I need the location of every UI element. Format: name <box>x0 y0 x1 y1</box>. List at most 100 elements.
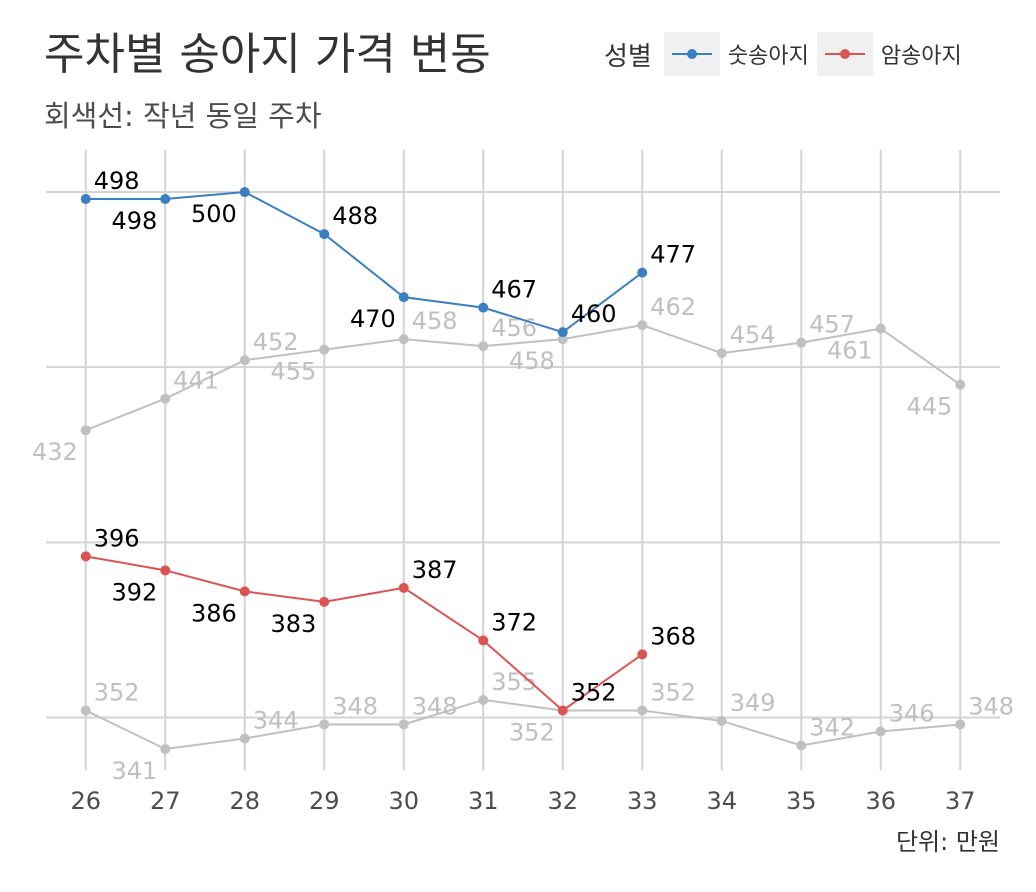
series-line-female <box>85 555 643 712</box>
data-point-last-year-upper <box>875 323 886 334</box>
data-label-male: 488 <box>332 202 378 230</box>
data-point-female <box>478 635 489 646</box>
data-point-last-year-upper <box>398 334 409 345</box>
data-label-last-year-lower: 341 <box>111 757 157 785</box>
data-point-female <box>637 649 648 660</box>
data-point-last-year-lower <box>319 719 330 730</box>
data-point-last-year-lower <box>239 733 250 744</box>
series-female: 396 392 386 383 387 372 352 368 <box>80 524 696 716</box>
data-point-last-year-upper <box>160 393 171 404</box>
data-label-female: 383 <box>270 610 316 638</box>
data-label-last-year-upper: 458 <box>509 347 555 375</box>
data-label-last-year-upper: 455 <box>270 358 316 386</box>
series-line-last-year-lower <box>85 698 961 751</box>
legend-line-female-icon <box>824 49 865 59</box>
data-label-last-year-upper: 462 <box>650 293 696 321</box>
x-tick-label: 32 <box>547 787 578 815</box>
series-line-male <box>85 191 643 334</box>
data-point-last-year-upper <box>716 348 727 359</box>
data-point-female <box>557 705 568 716</box>
data-point-male <box>239 187 250 198</box>
data-point-female <box>398 582 409 593</box>
data-label-last-year-lower: 344 <box>253 706 299 734</box>
legend-label-female: 암송아지 <box>880 44 962 69</box>
grid <box>46 150 1000 770</box>
legend-key-female <box>816 32 873 76</box>
data-point-last-year-lower <box>716 715 727 726</box>
x-tick-label: 26 <box>70 787 101 815</box>
data-label-last-year-lower: 342 <box>809 713 855 741</box>
legend-item-female: 암송아지 <box>816 32 962 76</box>
data-label-male: 460 <box>571 300 617 328</box>
data-label-male: 498 <box>94 167 140 195</box>
data-point-last-year-lower <box>637 705 648 716</box>
data-label-last-year-upper: 441 <box>173 367 219 395</box>
data-point-last-year-upper <box>478 341 489 352</box>
x-tick-label: 28 <box>229 787 260 815</box>
data-point-last-year-lower <box>398 719 409 730</box>
data-label-last-year-lower: 349 <box>730 689 776 717</box>
data-point-last-year-lower <box>796 740 807 751</box>
data-label-female: 387 <box>412 556 458 584</box>
x-tick-label: 33 <box>627 787 658 815</box>
data-point-male <box>398 292 409 303</box>
data-point-last-year-upper <box>955 379 966 390</box>
x-tick-label: 35 <box>786 787 817 815</box>
data-point-last-year-upper <box>319 344 330 355</box>
legend-label-male: 숫송아지 <box>727 44 809 69</box>
data-point-male <box>478 302 489 313</box>
x-tick-label: 30 <box>388 787 419 815</box>
legend-title: 성별 <box>604 41 652 72</box>
data-label-last-year-lower: 352 <box>650 678 696 706</box>
x-tick-label: 36 <box>865 787 896 815</box>
series-line-last-year-upper <box>85 324 961 432</box>
data-point-last-year-upper <box>637 320 648 331</box>
data-point-last-year-lower <box>160 743 171 754</box>
data-label-last-year-lower: 352 <box>94 678 140 706</box>
data-label-last-year-upper: 458 <box>412 307 458 335</box>
data-point-last-year-upper <box>80 425 91 436</box>
data-label-last-year-upper: 457 <box>809 311 855 339</box>
unit-caption: 단위: 만원 <box>895 828 1000 856</box>
data-label-female: 392 <box>111 578 157 606</box>
chart-subtitle: 회색선: 작년 동일 주차 <box>44 99 322 133</box>
legend-line-male-icon <box>671 49 712 59</box>
x-tick-label: 31 <box>468 787 499 815</box>
x-axis-ticks: 26 27 28 29 30 31 32 33 34 35 36 37 <box>70 787 975 815</box>
data-label-last-year-upper: 445 <box>906 393 952 421</box>
data-label-male: 498 <box>111 207 157 235</box>
data-label-last-year-upper: 432 <box>32 438 78 466</box>
data-point-last-year-upper <box>796 337 807 348</box>
data-label-male: 470 <box>350 305 396 333</box>
data-point-last-year-lower <box>955 719 966 730</box>
data-point-last-year-upper <box>557 334 568 345</box>
data-point-male <box>80 194 91 205</box>
data-label-last-year-upper: 461 <box>827 337 873 365</box>
data-label-female: 352 <box>571 678 617 706</box>
data-label-last-year-lower: 346 <box>889 699 935 727</box>
data-label-last-year-lower: 348 <box>968 692 1014 720</box>
data-point-last-year-lower <box>875 726 886 737</box>
chart-title: 주차별 송아지 가격 변동 <box>44 29 491 80</box>
data-point-male <box>160 194 171 205</box>
data-label-last-year-lower: 348 <box>332 692 378 720</box>
data-point-female <box>239 586 250 597</box>
legend: 성별 숫송아지 암송아지 <box>604 30 970 78</box>
x-tick-label: 29 <box>309 787 340 815</box>
x-tick-label: 34 <box>706 787 737 815</box>
data-label-last-year-lower: 348 <box>412 692 458 720</box>
data-label-male: 500 <box>191 200 237 228</box>
data-point-male <box>319 229 330 240</box>
data-point-last-year-upper <box>239 355 250 366</box>
data-label-male: 477 <box>650 241 696 269</box>
data-label-female: 372 <box>491 608 537 636</box>
data-point-female <box>80 551 91 562</box>
data-point-last-year-lower <box>478 694 489 705</box>
data-point-female <box>319 596 330 607</box>
legend-key-male <box>663 32 720 76</box>
data-label-female: 386 <box>191 599 237 627</box>
legend-item-male: 숫송아지 <box>663 32 809 76</box>
